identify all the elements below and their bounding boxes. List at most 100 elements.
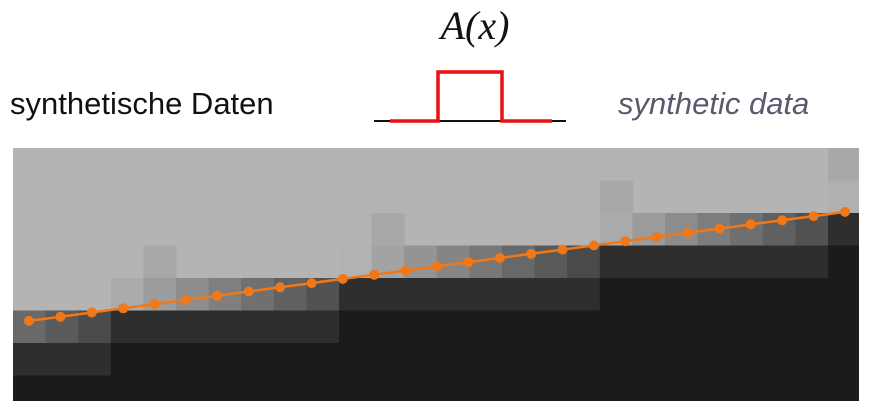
image-pixel-cell: [241, 375, 275, 401]
image-pixel-cell: [13, 375, 47, 401]
image-pixel-cell: [762, 343, 796, 377]
image-pixel-cell: [762, 375, 796, 401]
image-pixel-cell: [143, 245, 177, 279]
image-pixel-cell: [339, 375, 373, 401]
image-pixel-cell: [208, 310, 242, 344]
image-pixel-cell: [665, 245, 699, 279]
image-pixel-cell: [176, 310, 210, 344]
edge-point: [306, 278, 317, 289]
edge-point: [777, 215, 788, 226]
formula-title: A(x): [440, 3, 510, 48]
image-pixel-cell: [828, 148, 859, 182]
edge-point: [808, 211, 819, 222]
image-pixel-cell: [78, 343, 112, 377]
image-pixel-cell: [469, 310, 503, 344]
image-pixel-cell: [665, 213, 699, 247]
image-pixel-cell: [436, 310, 470, 344]
image-pixel-cell: [241, 310, 275, 344]
image-pixel-cell: [404, 375, 438, 401]
image-pixel-cell: [762, 278, 796, 312]
image-pixel-cell: [697, 245, 731, 279]
image-pixel-cell: [502, 343, 536, 377]
edge-point: [243, 286, 254, 297]
synthetic-edge-image: [13, 148, 859, 401]
image-pixel-cell: [599, 180, 633, 214]
image-pixel-cell: [208, 343, 242, 377]
image-pixel-cell: [534, 278, 568, 312]
image-pixel-cell: [241, 343, 275, 377]
image-pixel-cell: [730, 343, 764, 377]
image-pixel-cell: [762, 310, 796, 344]
image-pixel-cell: [534, 375, 568, 401]
image-pixel-cell: [828, 213, 859, 247]
image-pixel-cell: [567, 310, 601, 344]
image-pixel-cell: [143, 375, 177, 401]
edge-point: [55, 311, 66, 322]
edge-point: [149, 299, 160, 310]
image-pixel-cell: [828, 310, 859, 344]
image-pixel-cell: [697, 343, 731, 377]
edge-point: [714, 223, 725, 234]
image-pixel-cell: [273, 343, 307, 377]
edge-point: [526, 248, 537, 259]
image-pixel-cell: [404, 310, 438, 344]
image-pixel-cell: [371, 213, 405, 247]
image-pixel-cell: [632, 213, 666, 247]
image-pixel-cell: [143, 310, 177, 344]
edge-point: [24, 315, 34, 326]
edge-point: [118, 303, 129, 314]
image-pixel-cell: [599, 310, 633, 344]
edge-point: [180, 294, 191, 305]
image-pixel-cell: [795, 278, 829, 312]
edge-point: [463, 257, 474, 268]
image-pixel-cell: [599, 375, 633, 401]
image-pixel-cell: [45, 343, 79, 377]
rect-pulse-line: [390, 70, 552, 123]
image-pixel-cell: [632, 245, 666, 279]
image-pixel-cell: [828, 375, 859, 401]
image-pixel-cell: [795, 375, 829, 401]
image-pixel-cell: [110, 343, 144, 377]
edge-point: [400, 265, 411, 276]
image-pixel-cell: [176, 278, 210, 312]
image-pixel-cell: [13, 343, 47, 377]
edge-point: [212, 290, 223, 301]
image-pixel-cell: [208, 375, 242, 401]
image-pixel-cell: [730, 310, 764, 344]
image-pixel-cell: [828, 245, 859, 279]
image-pixel-cell: [828, 343, 859, 377]
edge-point: [369, 269, 380, 280]
image-pixel-cell: [371, 343, 405, 377]
image-pixel-cell: [273, 375, 307, 401]
image-pixel-cell: [110, 310, 144, 344]
image-pixel-cell: [339, 310, 373, 344]
edge-point: [620, 236, 631, 247]
image-pixel-cell: [730, 213, 764, 247]
image-pixel-cell: [176, 343, 210, 377]
image-pixel-cell: [502, 278, 536, 312]
pulse-function-diagram: [374, 70, 566, 123]
image-pixel-cell: [306, 343, 340, 377]
label-english: synthetic data: [618, 86, 810, 121]
image-pixel-cell: [599, 343, 633, 377]
image-pixel-cell: [534, 343, 568, 377]
image-pixel-cell: [371, 310, 405, 344]
image-pixel-cell: [665, 343, 699, 377]
image-pixel-cell: [469, 343, 503, 377]
image-pixel-cell: [143, 343, 177, 377]
image-pixel-cell: [567, 375, 601, 401]
edge-point: [745, 219, 756, 230]
image-pixel-cell: [502, 310, 536, 344]
image-pixel-cell: [697, 375, 731, 401]
image-pixel-cell: [371, 278, 405, 312]
image-pixel-cell: [436, 375, 470, 401]
image-pixel-cell: [78, 375, 112, 401]
image-pixel-cell: [306, 310, 340, 344]
image-pixel-cell: [469, 278, 503, 312]
image-pixel-cell: [404, 343, 438, 377]
image-pixel-cell: [436, 278, 470, 312]
edge-point: [275, 282, 286, 293]
edge-point: [337, 273, 348, 284]
image-pixel-cell: [762, 245, 796, 279]
image-pixel-cell: [339, 343, 373, 377]
